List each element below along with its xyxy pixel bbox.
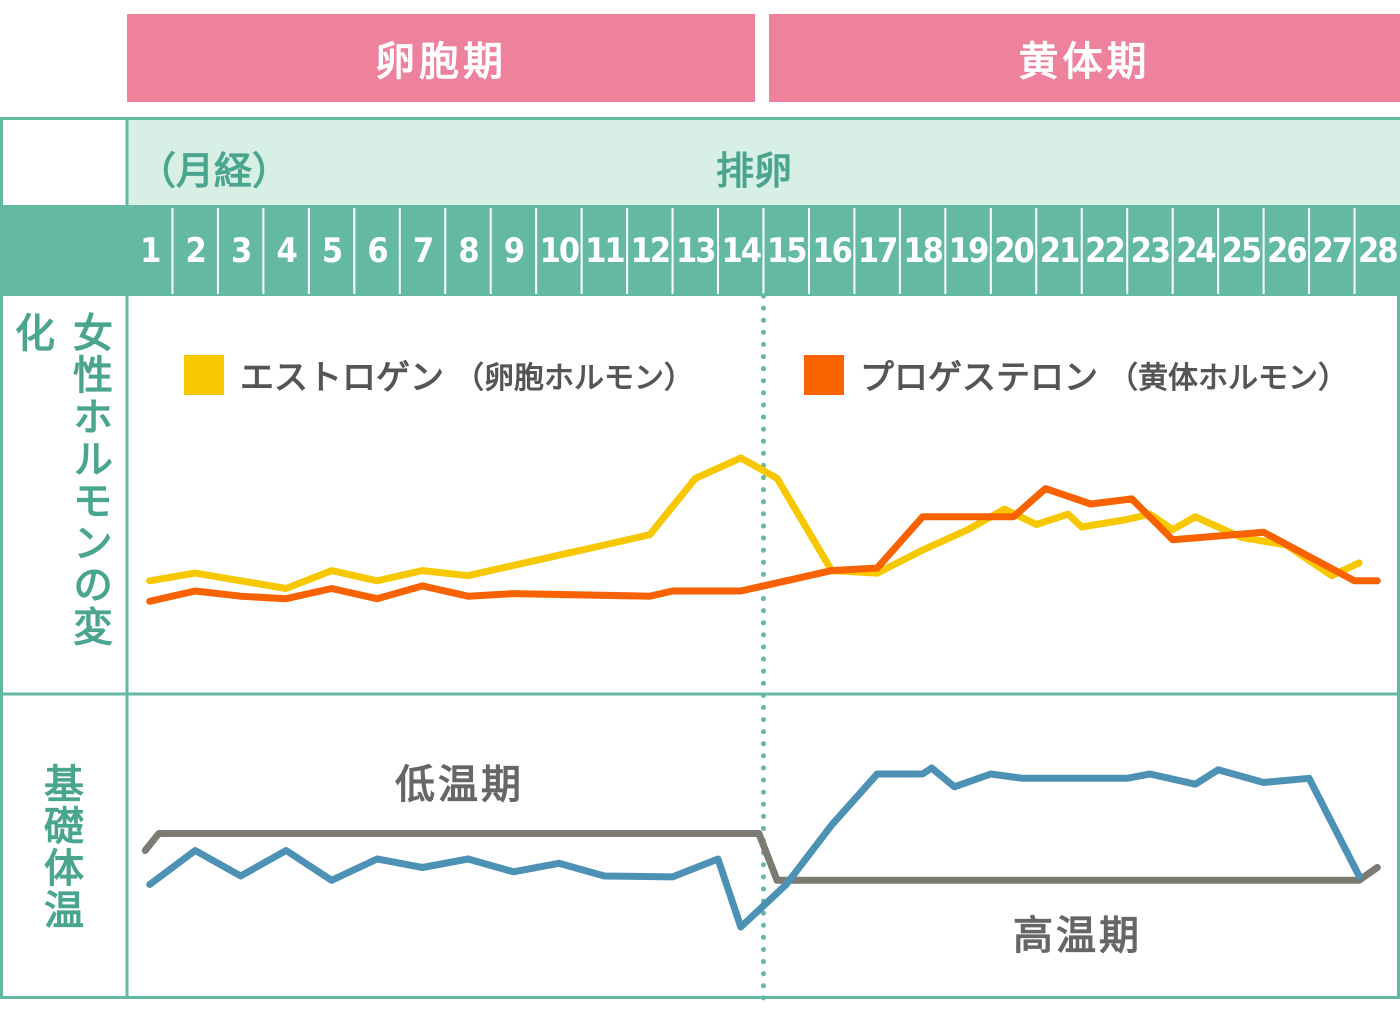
luteal-phase-bar: 黄体期 <box>769 14 1400 102</box>
header-row <box>127 120 1400 206</box>
day-label: 20 <box>994 231 1035 271</box>
day-row <box>0 206 1400 296</box>
high-temp-phase-label: 高温期 <box>1013 913 1142 959</box>
estrogen-legend-sublabel: （卵胞ホルモン） <box>454 360 694 396</box>
day-label: 8 <box>458 231 479 271</box>
day-label: 5 <box>321 231 343 271</box>
day-label: 4 <box>276 231 297 271</box>
day-label: 10 <box>539 231 581 271</box>
progesterone-swatch <box>804 354 844 395</box>
day-label: 15 <box>766 231 808 271</box>
follicular-phase-bar: 卵胞期 <box>127 14 755 102</box>
day-label: 2 <box>185 231 207 271</box>
day-label: 19 <box>948 231 990 271</box>
day-label: 24 <box>1176 231 1217 271</box>
day-label: 7 <box>412 231 434 271</box>
day-label: 11 <box>585 231 626 271</box>
day-label: 18 <box>903 231 944 271</box>
day-label: 27 <box>1312 231 1354 271</box>
day-label: 14 <box>721 231 762 271</box>
luteal-phase-label: 黄体期 <box>1018 39 1151 85</box>
low-temp-phase-label: 低温期 <box>395 762 524 808</box>
day-label: 13 <box>676 231 717 271</box>
day-label: 21 <box>1039 231 1081 271</box>
day-label: 28 <box>1357 231 1399 271</box>
ovulation-label: 排卵 <box>716 149 793 193</box>
legend-progesterone: プロゲステロン （黄体ホルモン） <box>804 350 1348 399</box>
day-label: 6 <box>367 231 388 271</box>
day-label: 3 <box>231 231 252 271</box>
follicular-phase-label: 卵胞期 <box>375 39 507 85</box>
hormone-side-title: 女性ホルモンの変化 <box>8 312 112 648</box>
day-label: 9 <box>503 231 525 271</box>
day-label: 16 <box>812 231 853 271</box>
day-label: 1 <box>140 231 161 271</box>
day-label: 17 <box>857 231 899 271</box>
menstruation-label: （月経） <box>138 149 291 193</box>
chart-frame <box>0 117 1400 999</box>
estrogen-swatch <box>184 354 224 395</box>
estrogen-legend-label: エストロゲン <box>240 358 444 398</box>
day-label: 23 <box>1130 231 1172 271</box>
bbt-side-title: 基礎体温 <box>37 763 83 931</box>
progesterone-legend-label: プロゲステロン <box>860 358 1098 398</box>
progesterone-legend-sublabel: （黄体ホルモン） <box>1108 360 1348 396</box>
day-label: 12 <box>630 231 672 271</box>
day-label: 26 <box>1267 231 1308 271</box>
day-label: 22 <box>1085 231 1126 271</box>
legend-estrogen: エストロゲン （卵胞ホルモン） <box>184 350 694 399</box>
day-label: 25 <box>1221 231 1263 271</box>
